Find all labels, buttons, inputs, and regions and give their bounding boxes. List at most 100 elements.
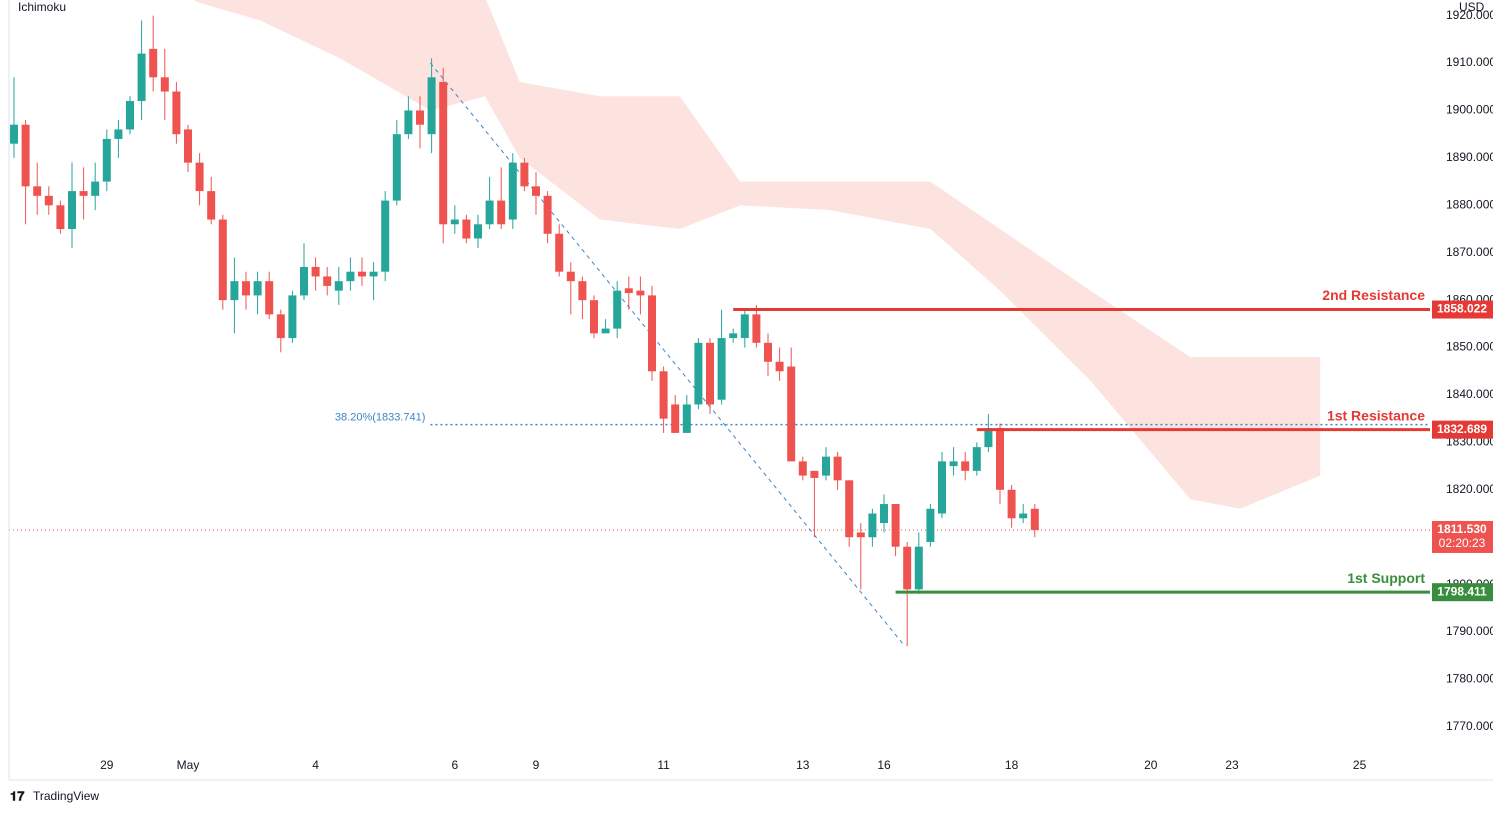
level-label: 1st Support <box>1347 570 1425 586</box>
candle-body <box>207 191 216 220</box>
x-tick-label: 9 <box>533 758 540 772</box>
candle-body <box>369 271 378 277</box>
price-tag <box>1432 520 1493 553</box>
candle-body <box>624 288 633 294</box>
y-tick-label: 1910.000 <box>1446 55 1493 69</box>
trend-line <box>430 62 906 647</box>
level-label: 2nd Resistance <box>1322 287 1425 303</box>
candle-body <box>856 532 865 538</box>
level-price-tag <box>1432 300 1493 319</box>
candle-body <box>520 162 529 187</box>
plot-area <box>9 0 1430 647</box>
x-tick-label: 18 <box>1005 758 1019 772</box>
candle-body <box>253 281 262 296</box>
candle-body <box>1019 513 1028 519</box>
candle-body <box>346 271 355 282</box>
candle-body <box>508 162 517 220</box>
candle-body <box>56 205 65 230</box>
candle-body <box>300 266 308 296</box>
candle-body <box>149 48 158 78</box>
y-tick-label: 1880.000 <box>1446 197 1493 211</box>
candle-body <box>404 110 413 135</box>
candle-body <box>497 200 506 225</box>
candle-body <box>392 134 401 201</box>
candle-body <box>218 219 227 301</box>
candle-body <box>636 290 645 296</box>
fib-label: 38.20%(1833.741) <box>335 412 426 424</box>
candle-body <box>439 82 448 225</box>
candle-body <box>79 191 88 196</box>
candle-body <box>334 281 343 291</box>
y-tick-label: 1780.000 <box>1446 672 1493 686</box>
currency: USD <box>1459 0 1485 14</box>
candle-body <box>961 461 970 471</box>
candle-body <box>729 333 738 339</box>
candle-body <box>230 281 239 301</box>
candle-body <box>787 366 796 462</box>
candle-body <box>450 219 459 225</box>
level-price-label: 1832.689 <box>1437 422 1487 436</box>
candle-body <box>682 404 691 433</box>
candle-body <box>926 508 935 542</box>
logo: 𝟏𝟕 <box>10 788 25 803</box>
candle-body <box>265 281 274 315</box>
candle-body <box>914 546 923 590</box>
candle-body <box>1007 489 1016 519</box>
candle-body <box>578 281 587 301</box>
candle-body <box>427 77 436 135</box>
candle-body <box>648 295 656 372</box>
candle-body <box>276 314 285 339</box>
candle-body <box>68 191 76 230</box>
candle-body <box>323 276 332 286</box>
x-tick-label: May <box>177 758 200 772</box>
y-tick-label: 1870.000 <box>1446 245 1493 259</box>
candle-body <box>416 110 424 125</box>
candle-body <box>764 342 772 362</box>
candle-body <box>706 342 714 405</box>
y-tick-label: 1920.000 <box>1446 8 1493 22</box>
candle-body <box>543 195 552 234</box>
candle-body <box>474 224 482 239</box>
level-price-tag <box>1432 583 1493 602</box>
candle-body <box>566 271 575 282</box>
candle-body <box>21 124 30 187</box>
y-tick-label: 1900.000 <box>1446 103 1493 117</box>
candle-body <box>137 53 146 101</box>
candle-body <box>938 461 946 514</box>
candle-body <box>288 295 297 339</box>
level-label: 1st Resistance <box>1327 407 1425 423</box>
candle-body <box>242 281 250 296</box>
y-tick-label: 1770.000 <box>1446 719 1493 733</box>
candle-body <box>972 447 981 471</box>
candle-body <box>671 404 680 433</box>
x-tick-label: 20 <box>1144 758 1158 772</box>
candle-body <box>172 91 181 135</box>
candle-body <box>532 186 540 196</box>
candle-body <box>555 233 564 272</box>
candle-body <box>126 100 134 130</box>
candle-body <box>775 361 784 372</box>
candle-body <box>114 129 123 139</box>
candle-body <box>659 371 668 419</box>
level-price-label: 1798.411 <box>1437 584 1487 598</box>
candle-body <box>381 200 390 272</box>
candle-body <box>996 428 1004 490</box>
level-price-label: 1858.022 <box>1437 302 1487 316</box>
candle-body <box>868 513 877 538</box>
candle-body <box>44 195 53 206</box>
x-tick-label: 23 <box>1225 758 1239 772</box>
candle-body <box>160 77 169 92</box>
candle-body <box>613 290 622 329</box>
logo-icon: 𝟏𝟕 <box>10 788 25 803</box>
candle-body <box>717 338 726 400</box>
candle-body <box>184 129 192 163</box>
footer-brand: TradingView <box>33 789 99 803</box>
x-tick-label: 16 <box>877 758 891 772</box>
currency-bg <box>1452 0 1488 16</box>
y-tick-label: 1820.000 <box>1446 482 1493 496</box>
ichimoku-cloud <box>194 0 1321 509</box>
x-tick-label: 29 <box>100 758 114 772</box>
x-tick-label: 25 <box>1353 758 1367 772</box>
